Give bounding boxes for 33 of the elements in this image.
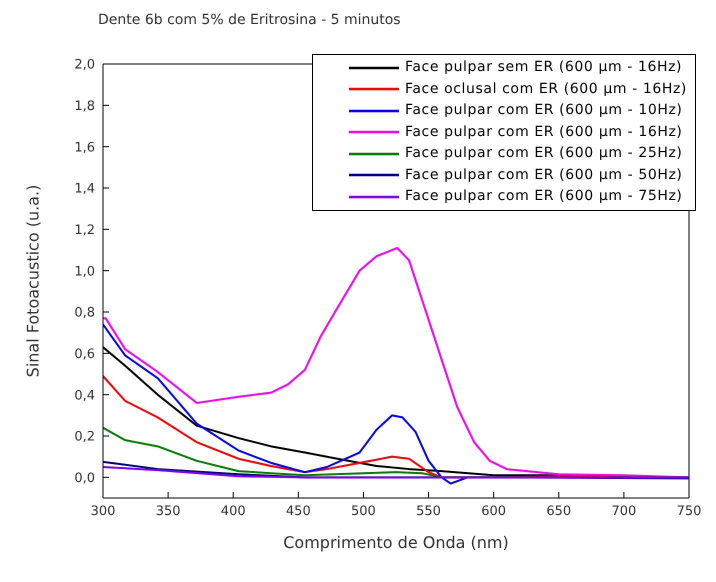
y-tick-label: 0,8 [74,306,95,321]
legend-label: Face pulpar com ER (600 µm - 50Hz) [404,166,682,184]
y-tick-label: 1,6 [74,140,95,156]
y-tick-label: 1,0 [74,264,95,280]
y-tick-label: 2,0 [74,58,95,73]
legend-label: Face pulpar com ER (600 µm - 25Hz) [404,144,682,163]
x-tick-label: 750 [676,504,702,520]
y-tick-label: 0,6 [74,346,95,362]
legend-label: Face pulpar com ER (600 µm - 16Hz) [404,122,682,142]
x-tick-label: 350 [156,504,181,520]
y-tick-label: 1,2 [74,222,95,238]
y-tick-label: 0,2 [74,430,95,445]
legend-label: Face pulpar com ER (600 µm - 10Hz) [404,101,682,120]
line-series [103,246,689,478]
y-tick-label: 1,4 [74,182,95,197]
y-tick-label: 0,4 [74,388,95,404]
x-tick-label: 500 [351,504,376,520]
x-tick-label: 400 [220,504,246,520]
line-series [103,466,689,478]
x-tick-label: 450 [286,504,311,520]
y-axis-title: Sinal Fotoacustico (u.a.) [24,184,43,378]
x-tick-label: 650 [546,504,572,520]
x-tick-label: 300 [90,504,116,520]
y-tick-label: 0,0 [74,470,95,486]
legend-label: Face pulpar sem ER (600 µm - 16Hz) [404,58,682,77]
x-axis-title: Comprimento de Onda (nm) [283,533,509,552]
x-tick-label: 550 [416,504,441,520]
legend-label: Face pulpar com ER (600 µm - 75Hz) [404,187,682,206]
y-tick-label: 1,8 [74,98,95,114]
chart-title: Dente 6b com 5% de Eritrosina - 5 minutos [98,12,401,28]
x-tick-label: 700 [611,504,636,520]
legend-label: Face oclusal com ER (600 µm - 16Hz) [404,80,687,98]
x-tick-label: 600 [481,504,506,520]
